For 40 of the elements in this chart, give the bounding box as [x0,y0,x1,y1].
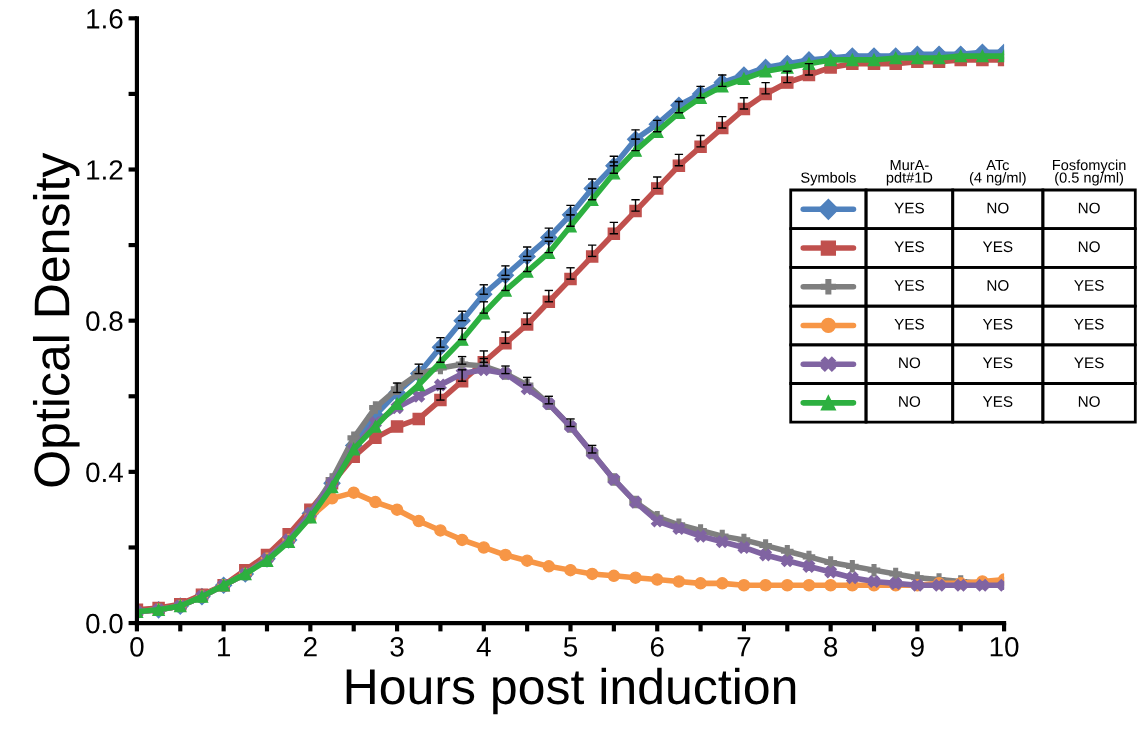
annotation: YES [982,396,1013,407]
text: Fosfomycin (0.5 ng/ml) [1053,159,1126,186]
annotation: NO [987,280,1009,291]
annotation: MurA- pdt#1D [886,160,933,186]
text: YES [1074,357,1104,369]
annotation: YES [894,202,924,214]
x-tick-label: 1 [218,637,231,657]
x-tick-label: 8 [824,636,838,657]
y-axis-title: Optical Density [32,152,80,487]
x-tick-label: 10 [990,636,1019,657]
annotation: Symbols [801,172,856,186]
annotation: NO [899,357,921,369]
annotation: YES [894,280,924,291]
x-tick-label: 5 [563,637,578,657]
x-tick-label: 7 [737,637,751,657]
text: YES [1074,318,1104,330]
text: NO [1078,396,1100,407]
annotation: YES [894,241,924,253]
x-axis-title: Hours post induction [346,667,796,715]
x-tick-label: 9 [910,636,924,657]
x-tick-label: 3 [390,636,404,657]
text: NO [1078,202,1100,214]
annotation: NO [899,396,921,407]
y-tick-label: 0.4 [86,462,123,483]
x-tick-label: 0 [130,636,144,657]
annotation: YES [982,318,1013,330]
y-tick-label: 0.8 [86,311,123,332]
x-tick-label: 4 [476,637,491,657]
annotation: NO [987,202,1009,214]
x-tick-label: 2 [304,636,317,657]
x-tick-label: 6 [650,636,664,657]
y-tick-label: 1.2 [87,160,123,180]
annotation: YES [982,241,1013,253]
y-tick-label: 1.6 [87,8,123,29]
annotation: ATc (4 ng/ml) [969,160,1026,186]
y-tick-label: 0.0 [86,613,123,634]
text: NO [1078,241,1100,253]
text: YES [1074,280,1104,291]
annotation: YES [894,318,924,330]
annotation: YES [982,357,1013,369]
